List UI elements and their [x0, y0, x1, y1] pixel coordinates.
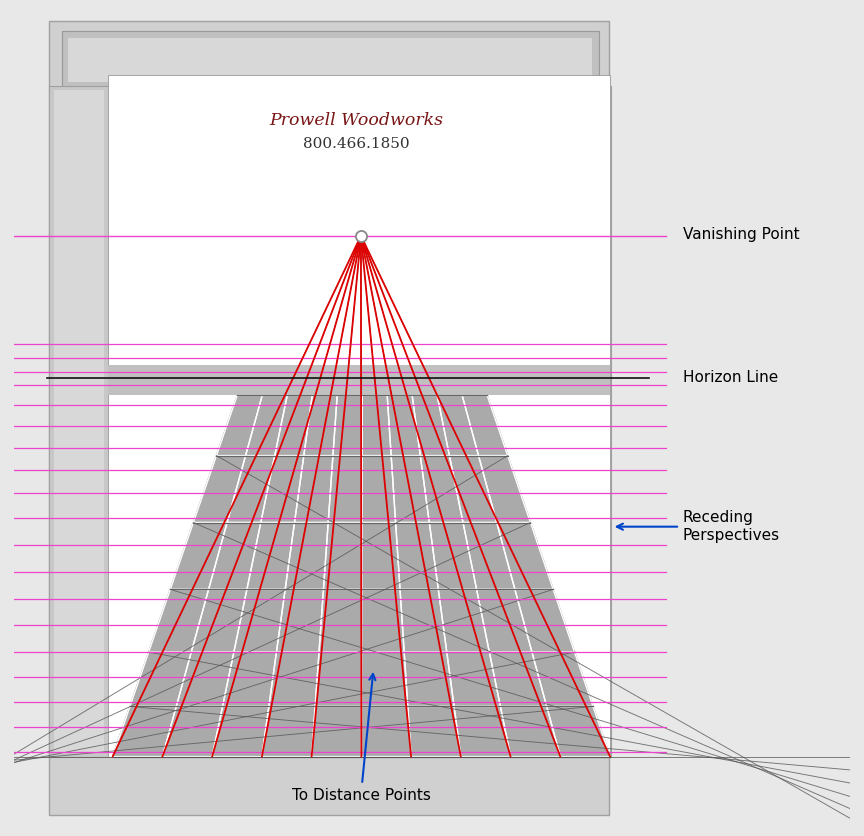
Polygon shape	[130, 652, 191, 706]
Polygon shape	[391, 456, 429, 522]
Polygon shape	[112, 706, 176, 757]
Bar	[49, 86, 110, 757]
Polygon shape	[396, 522, 438, 589]
Polygon shape	[194, 456, 245, 522]
Bar	[62, 31, 600, 88]
Polygon shape	[497, 522, 553, 589]
Polygon shape	[245, 395, 287, 456]
Polygon shape	[479, 456, 530, 522]
Polygon shape	[269, 652, 319, 706]
Polygon shape	[323, 522, 362, 589]
Polygon shape	[477, 589, 532, 652]
Polygon shape	[362, 522, 400, 589]
Text: To Distance Points: To Distance Points	[291, 674, 430, 803]
Polygon shape	[462, 395, 508, 456]
Text: Prowell Woodworks: Prowell Woodworks	[270, 112, 444, 129]
Polygon shape	[361, 652, 408, 706]
Bar	[550, 86, 611, 757]
Polygon shape	[217, 395, 262, 456]
Polygon shape	[532, 652, 593, 706]
Polygon shape	[449, 456, 497, 522]
Polygon shape	[295, 456, 333, 522]
Bar	[556, 90, 606, 752]
Polygon shape	[333, 395, 362, 456]
Polygon shape	[285, 522, 328, 589]
Text: Horizon Line: Horizon Line	[683, 370, 778, 385]
Bar	[68, 38, 592, 82]
Polygon shape	[362, 395, 391, 456]
Polygon shape	[463, 522, 515, 589]
Polygon shape	[454, 706, 511, 757]
Polygon shape	[362, 589, 404, 652]
Text: Vanishing Point: Vanishing Point	[683, 227, 799, 242]
Polygon shape	[170, 522, 227, 589]
Polygon shape	[437, 395, 479, 456]
Polygon shape	[387, 395, 420, 456]
Polygon shape	[438, 589, 489, 652]
Polygon shape	[447, 652, 500, 706]
Polygon shape	[275, 395, 312, 456]
Polygon shape	[262, 706, 315, 757]
Polygon shape	[149, 589, 208, 652]
Polygon shape	[223, 652, 276, 706]
Text: 800.466.1850: 800.466.1850	[303, 137, 410, 150]
Polygon shape	[247, 522, 295, 589]
Polygon shape	[412, 395, 449, 456]
Polygon shape	[319, 589, 362, 652]
Polygon shape	[489, 652, 547, 706]
Polygon shape	[213, 706, 269, 757]
Polygon shape	[315, 652, 362, 706]
Polygon shape	[304, 395, 337, 456]
Polygon shape	[191, 589, 247, 652]
Bar	[54, 90, 105, 752]
Bar	[108, 75, 610, 757]
Polygon shape	[515, 589, 575, 652]
Polygon shape	[234, 589, 285, 652]
Polygon shape	[420, 456, 463, 522]
Polygon shape	[547, 706, 610, 757]
Polygon shape	[112, 395, 610, 757]
Polygon shape	[176, 652, 234, 706]
Polygon shape	[500, 706, 561, 757]
Polygon shape	[162, 706, 223, 757]
Polygon shape	[408, 706, 461, 757]
Polygon shape	[400, 589, 447, 652]
Polygon shape	[208, 522, 261, 589]
Polygon shape	[328, 456, 362, 522]
Polygon shape	[261, 456, 304, 522]
Polygon shape	[429, 522, 477, 589]
Polygon shape	[404, 652, 454, 706]
Polygon shape	[361, 706, 411, 757]
Text: Receding
Perspectives: Receding Perspectives	[617, 511, 780, 543]
Polygon shape	[312, 706, 361, 757]
Bar	[49, 21, 609, 815]
Bar	[108, 365, 610, 395]
Polygon shape	[276, 589, 323, 652]
Polygon shape	[362, 456, 396, 522]
Polygon shape	[227, 456, 275, 522]
